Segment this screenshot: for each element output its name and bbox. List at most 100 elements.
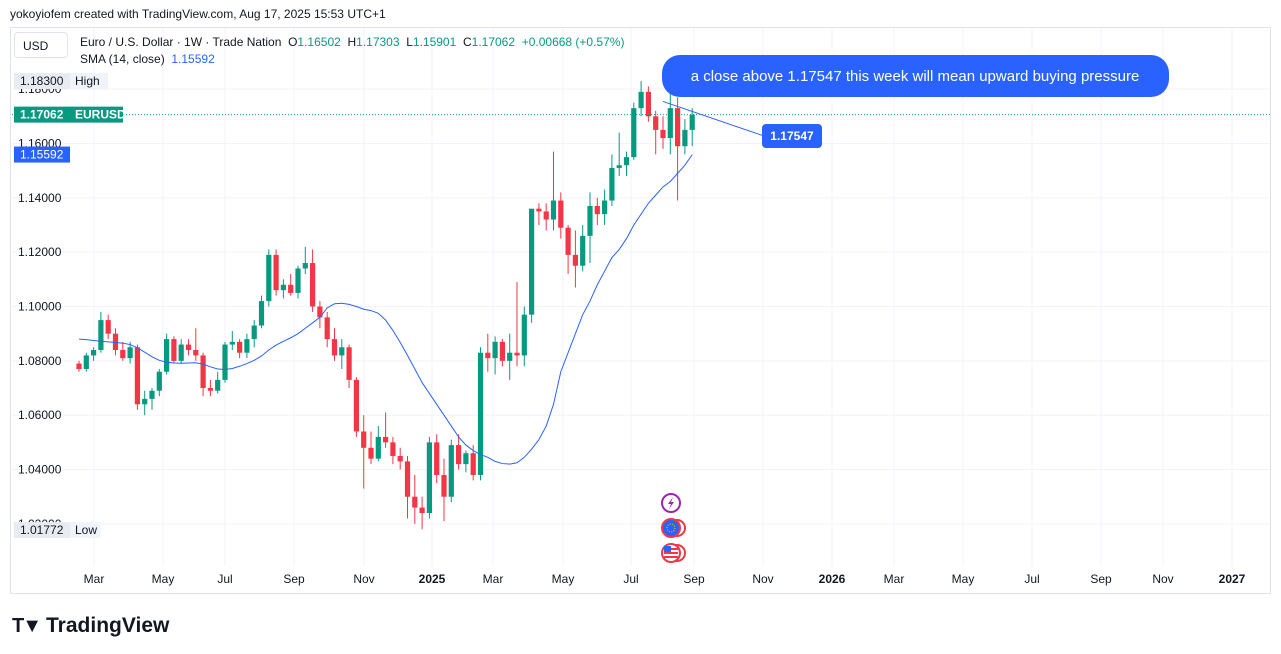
candle[interactable] xyxy=(631,102,637,160)
candle[interactable] xyxy=(397,447,403,470)
chart-grid xyxy=(12,28,1270,566)
candle[interactable] xyxy=(317,301,323,329)
candle[interactable] xyxy=(412,474,418,524)
candle[interactable] xyxy=(682,119,688,155)
candle[interactable] xyxy=(558,192,564,239)
candle[interactable] xyxy=(587,192,593,264)
candle[interactable] xyxy=(156,369,162,397)
candle[interactable] xyxy=(653,110,659,155)
candle[interactable] xyxy=(550,151,557,231)
candle[interactable] xyxy=(353,377,359,437)
candle[interactable] xyxy=(529,208,535,323)
candle[interactable] xyxy=(426,436,432,519)
candle[interactable] xyxy=(91,347,97,361)
candle[interactable] xyxy=(689,108,695,147)
candle[interactable] xyxy=(660,116,666,149)
candle[interactable] xyxy=(536,203,542,225)
trendline-callout-text: 1.17547 xyxy=(770,129,814,143)
candle[interactable] xyxy=(514,282,520,367)
candle[interactable] xyxy=(171,336,177,364)
candle[interactable] xyxy=(200,352,206,397)
candle[interactable] xyxy=(178,339,184,364)
candle-body xyxy=(98,320,104,350)
candle[interactable] xyxy=(623,151,630,177)
candle[interactable] xyxy=(602,189,608,225)
candle[interactable] xyxy=(441,458,447,522)
candle[interactable] xyxy=(76,360,82,372)
candle[interactable] xyxy=(580,224,586,272)
candle[interactable] xyxy=(499,339,505,367)
candle[interactable] xyxy=(383,412,389,448)
candle[interactable] xyxy=(565,224,571,274)
candle[interactable] xyxy=(302,246,308,274)
trendline-price-callout[interactable]: 1.17547 xyxy=(762,124,822,148)
candle[interactable] xyxy=(258,295,265,329)
candle[interactable] xyxy=(492,336,498,375)
candle[interactable] xyxy=(127,341,133,364)
candle[interactable] xyxy=(244,333,250,359)
candle[interactable] xyxy=(543,203,549,231)
candle[interactable] xyxy=(346,344,352,389)
candle[interactable] xyxy=(105,314,111,340)
candle[interactable] xyxy=(404,455,411,519)
candle[interactable] xyxy=(266,249,272,307)
candle[interactable] xyxy=(375,426,381,462)
candle[interactable] xyxy=(324,311,330,348)
candle[interactable] xyxy=(112,328,119,356)
tradingview-logo[interactable]: T▼ TradingView xyxy=(12,614,169,638)
candle[interactable] xyxy=(295,265,301,299)
candle[interactable] xyxy=(237,339,243,359)
candle[interactable] xyxy=(485,333,491,372)
candle[interactable] xyxy=(638,80,644,117)
candle[interactable] xyxy=(98,311,104,353)
candle[interactable] xyxy=(164,333,170,375)
candle[interactable] xyxy=(616,132,622,177)
candle[interactable] xyxy=(215,371,221,394)
us-flag-event-icon[interactable] xyxy=(661,543,686,563)
candle[interactable] xyxy=(83,352,89,372)
candle[interactable] xyxy=(645,86,651,122)
candle[interactable] xyxy=(185,339,192,356)
candle[interactable] xyxy=(572,230,578,288)
candle[interactable] xyxy=(251,320,257,348)
sma-label: SMA (14, close) xyxy=(80,52,165,66)
symbol-legend[interactable]: Euro / U.S. Dollar · 1W · Trade Nation O… xyxy=(80,35,625,49)
sma-legend[interactable]: SMA (14, close) 1.15592 xyxy=(80,52,215,66)
candle[interactable] xyxy=(331,328,338,361)
dividend-event-icon[interactable] xyxy=(661,493,681,513)
annotation-callout[interactable]: a close above 1.17547 this week will mea… xyxy=(662,55,1169,97)
candle[interactable] xyxy=(456,434,462,470)
candle[interactable] xyxy=(434,434,440,484)
candle[interactable] xyxy=(207,379,213,397)
candle[interactable] xyxy=(193,328,199,361)
eu-flag-event-icon[interactable] xyxy=(661,518,686,538)
candle[interactable] xyxy=(142,390,148,416)
candle[interactable] xyxy=(288,273,294,296)
candle[interactable] xyxy=(368,431,374,465)
currency-selector[interactable]: USD xyxy=(14,32,68,58)
candle[interactable] xyxy=(463,450,469,473)
candle[interactable] xyxy=(419,496,425,530)
candle-body xyxy=(339,347,345,356)
candle[interactable] xyxy=(280,279,286,299)
candle[interactable] xyxy=(120,341,126,361)
candle[interactable] xyxy=(477,347,484,481)
candle[interactable] xyxy=(134,344,140,410)
candle-body xyxy=(645,91,651,117)
candle[interactable] xyxy=(675,97,681,201)
candle[interactable] xyxy=(229,330,235,350)
candle[interactable] xyxy=(310,249,316,312)
candle[interactable] xyxy=(507,333,513,380)
candle[interactable] xyxy=(361,415,367,489)
candle[interactable] xyxy=(339,339,345,370)
candle[interactable] xyxy=(149,388,155,410)
candle[interactable] xyxy=(222,341,228,383)
candle[interactable] xyxy=(667,91,673,155)
candle[interactable] xyxy=(390,436,396,465)
candle[interactable] xyxy=(521,306,527,367)
candle[interactable] xyxy=(594,197,600,225)
candle[interactable] xyxy=(273,249,279,296)
candle[interactable] xyxy=(448,439,454,503)
candle[interactable] xyxy=(609,154,615,206)
